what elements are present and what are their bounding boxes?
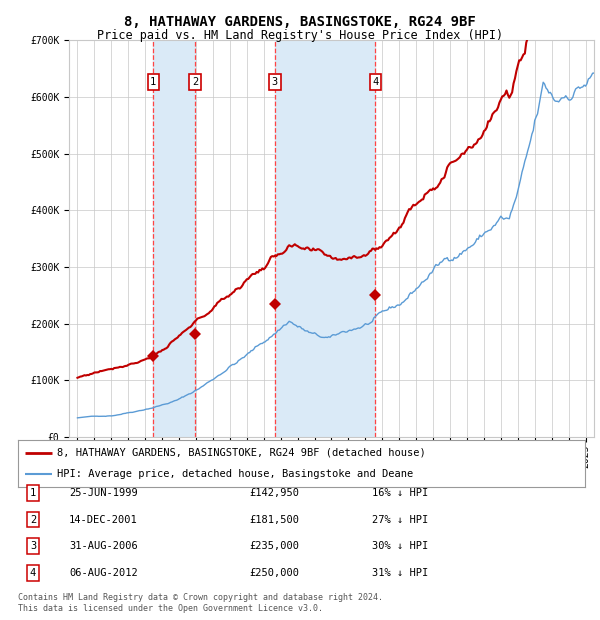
Text: 25-JUN-1999: 25-JUN-1999 (69, 488, 138, 498)
Text: 31% ↓ HPI: 31% ↓ HPI (372, 568, 428, 578)
Text: Price paid vs. HM Land Registry's House Price Index (HPI): Price paid vs. HM Land Registry's House … (97, 29, 503, 42)
Text: 8, HATHAWAY GARDENS, BASINGSTOKE, RG24 9BF (detached house): 8, HATHAWAY GARDENS, BASINGSTOKE, RG24 9… (56, 448, 425, 458)
Text: £142,950: £142,950 (249, 488, 299, 498)
Bar (275, 40, 376, 437)
Text: £181,500: £181,500 (249, 515, 299, 525)
Text: Contains HM Land Registry data © Crown copyright and database right 2024.
This d: Contains HM Land Registry data © Crown c… (18, 593, 383, 613)
Text: 8, HATHAWAY GARDENS, BASINGSTOKE, RG24 9BF: 8, HATHAWAY GARDENS, BASINGSTOKE, RG24 9… (124, 16, 476, 30)
Text: 16% ↓ HPI: 16% ↓ HPI (372, 488, 428, 498)
Text: 4: 4 (372, 77, 379, 87)
Text: £250,000: £250,000 (249, 568, 299, 578)
Text: 3: 3 (272, 77, 278, 87)
Text: 2: 2 (30, 515, 36, 525)
Text: 27% ↓ HPI: 27% ↓ HPI (372, 515, 428, 525)
Text: £235,000: £235,000 (249, 541, 299, 551)
Text: 06-AUG-2012: 06-AUG-2012 (69, 568, 138, 578)
Text: 1: 1 (30, 488, 36, 498)
Text: 30% ↓ HPI: 30% ↓ HPI (372, 541, 428, 551)
Text: 1: 1 (150, 77, 157, 87)
Text: HPI: Average price, detached house, Basingstoke and Deane: HPI: Average price, detached house, Basi… (56, 469, 413, 479)
Text: 2: 2 (192, 77, 198, 87)
Bar (154, 40, 195, 437)
Text: 4: 4 (30, 568, 36, 578)
Text: 14-DEC-2001: 14-DEC-2001 (69, 515, 138, 525)
Text: 3: 3 (30, 541, 36, 551)
Text: 31-AUG-2006: 31-AUG-2006 (69, 541, 138, 551)
